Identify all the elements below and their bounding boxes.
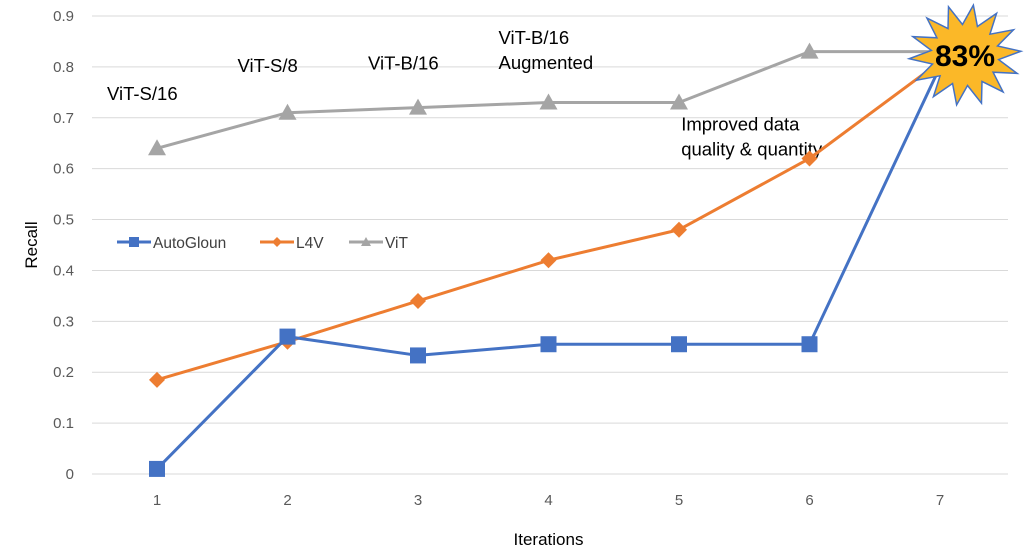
y-tick-label: 0.4: [53, 262, 74, 279]
x-tick-label: 5: [675, 492, 683, 509]
data-point-diamond: [540, 252, 557, 269]
x-axis-title: Iterations: [514, 530, 584, 549]
y-axis-ticks: 0 0.1 0.2 0.3 0.4 0.5 0.6 0.7 0.8 0.9: [53, 8, 74, 483]
data-point-square: [540, 336, 557, 353]
y-tick-label: 0.9: [53, 8, 74, 25]
data-point-square: [149, 460, 165, 477]
legend-item: ViT: [349, 235, 409, 252]
legend-label: L4V: [296, 235, 324, 252]
data-point-square: [410, 347, 426, 364]
annotation-line: quality & quantity: [681, 139, 823, 160]
data-point-diamond: [410, 292, 426, 309]
data-point-triangle: [278, 103, 297, 120]
annotation-label: Improved data quality & quantity: [681, 114, 823, 160]
annotation-line: Augmented: [499, 52, 594, 73]
x-tick-label: 7: [936, 492, 944, 509]
y-tick-label: 0: [66, 466, 74, 483]
legend-item: AutoGloun: [117, 235, 226, 252]
x-tick-label: 4: [544, 492, 552, 509]
data-point-triangle: [539, 93, 558, 110]
data-point-square: [279, 328, 296, 345]
annotation-line: ViT-B/16: [368, 52, 439, 73]
y-tick-label: 0.6: [53, 161, 74, 178]
data-point-triangle: [800, 42, 819, 59]
x-axis-ticks: 1 2 3 4 5 6 7: [153, 492, 944, 509]
legend: AutoGloun L4V ViT: [117, 235, 409, 252]
annotation-line: ViT-S/16: [107, 83, 178, 104]
data-point-triangle: [670, 93, 688, 110]
callout-starburst: 83%: [906, 3, 1024, 107]
annotation-line: ViT-B/16: [499, 27, 570, 48]
data-point-triangle: [409, 98, 427, 115]
legend-marker: [272, 237, 282, 247]
annotation-label: ViT-S/8: [238, 55, 298, 76]
x-tick-label: 1: [153, 492, 161, 509]
y-tick-label: 0.5: [53, 212, 74, 229]
gridlines: [92, 15, 1008, 475]
x-tick-label: 2: [283, 492, 291, 509]
callout-text: 83%: [935, 40, 995, 73]
legend-item: L4V: [260, 235, 324, 252]
legend-label: AutoGloun: [153, 235, 226, 252]
data-point-diamond: [801, 150, 818, 167]
data-point-triangle: [148, 139, 166, 156]
annotation-label: ViT-S/16: [107, 83, 178, 104]
data-point-diamond: [671, 221, 687, 238]
x-tick-label: 3: [414, 492, 422, 509]
y-axis-title: Recall: [22, 221, 41, 268]
x-tick-label: 6: [805, 492, 813, 509]
y-tick-label: 0.2: [53, 364, 74, 381]
annotations: ViT-S/16 ViT-S/8 ViT-B/16 ViT-B/16 Augmented…: [107, 27, 823, 160]
data-point-square: [801, 336, 818, 353]
data-point-square: [671, 336, 687, 353]
annotation-label: ViT-B/16: [368, 52, 439, 73]
y-tick-label: 0.7: [53, 110, 74, 127]
legend-label: ViT: [385, 235, 409, 252]
legend-marker: [129, 237, 139, 247]
y-tick-label: 0.1: [53, 415, 74, 432]
data-point-diamond: [149, 371, 165, 388]
annotation-line: Improved data: [681, 114, 800, 135]
y-tick-label: 0.8: [53, 59, 74, 76]
legend-marker: [361, 237, 371, 246]
series-group: [148, 42, 949, 477]
starburst-shape: [906, 3, 1024, 107]
y-tick-label: 0.3: [53, 313, 74, 330]
annotation-label: ViT-B/16 Augmented: [499, 27, 594, 73]
annotation-line: ViT-S/8: [238, 55, 298, 76]
